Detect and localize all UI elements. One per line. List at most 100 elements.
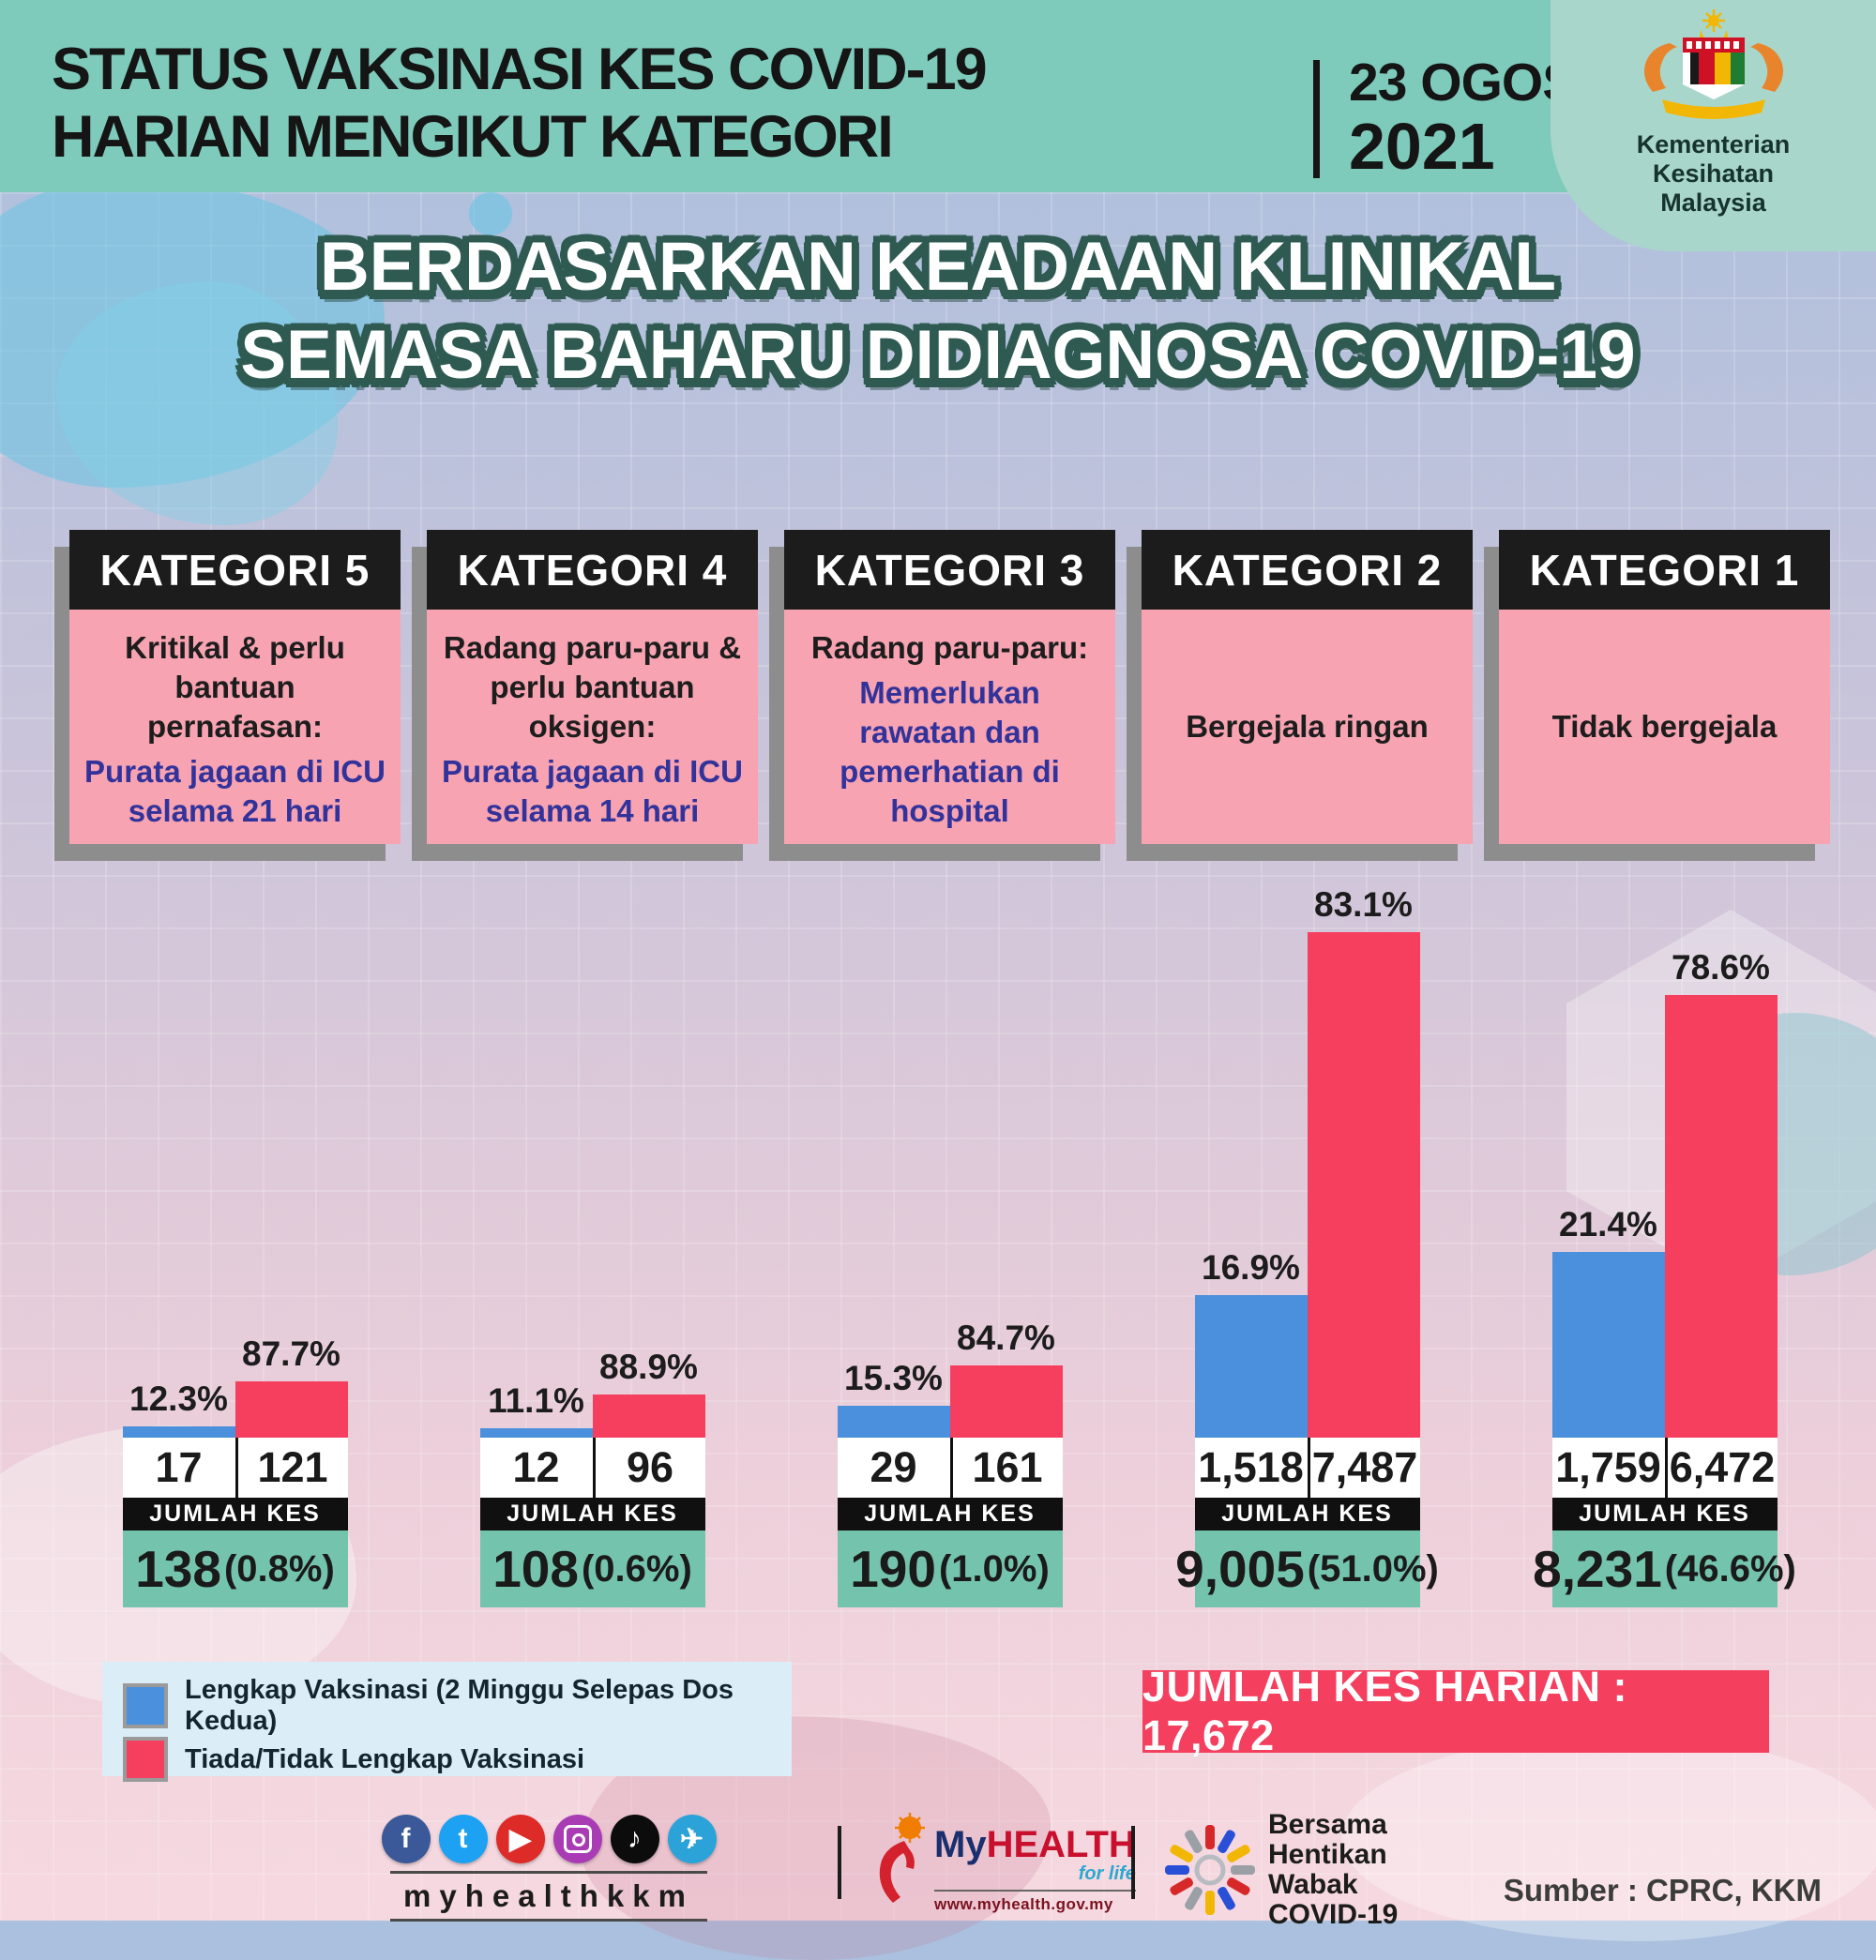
social-handle: myhealthkkm <box>390 1871 707 1922</box>
splash-dot <box>469 192 512 235</box>
count-unvaccinated: 121 <box>234 1438 348 1498</box>
instagram-icon[interactable] <box>552 1815 602 1863</box>
card-kategori-2-desc: Bergejala ringan <box>1186 709 1429 744</box>
bar-unvaccinated <box>592 1395 705 1438</box>
jumlah-kes-label: JUMLAH KES <box>1194 1498 1420 1530</box>
total-box: 138 (0.8%) <box>122 1530 348 1607</box>
card-kategori-4: KATEGORI 4 Radang paru-paru & perlu bant… <box>427 530 758 844</box>
malaysia-coat-of-arms-icon <box>1643 9 1783 119</box>
splash-dot-2 <box>443 244 465 266</box>
percent-label-unvaccinated: 83.1% <box>1314 885 1413 924</box>
report-date-year: 2021 <box>1349 110 1495 183</box>
card-kategori-1-desc: Tidak bergejala <box>1551 709 1778 744</box>
myhealth-name-part2: HEALTH <box>986 1824 1136 1865</box>
daily-total-banner: JUMLAH KES HARIAN : 17,672 <box>1142 1663 1769 1759</box>
card-kategori-4-note: Purata jagaan di ICU selama 14 hari <box>442 754 743 828</box>
card-kategori-5-title: KATEGORI 5 <box>69 530 401 610</box>
count-unvaccinated: 161 <box>949 1438 1063 1498</box>
report-date: 23 OGOS 2021 <box>1349 53 1578 183</box>
card-kategori-4-desc: Radang paru-paru & perlu bantuan oksigen… <box>443 630 742 744</box>
chart-kategori-1: 21.4% 78.6% 1,759 6,472 JUMLAH KES 8,231… <box>1533 884 1796 1607</box>
jumlah-kes-label: JUMLAH KES <box>122 1498 348 1530</box>
chart-kategori-3: 15.3% 84.7% 29 161 JUMLAH KES 190 (1.0%) <box>837 884 1063 1607</box>
ministry-name: Kementerian Kesihatan Malaysia <box>1636 130 1791 217</box>
social-media-group: f t ▶ ♪ ✈ myhealthkkm <box>371 1815 727 1922</box>
count-vaccinated: 29 <box>870 1443 917 1491</box>
myhealth-name-part1: My <box>934 1824 987 1865</box>
footer-divider <box>1131 1826 1135 1899</box>
card-kategori-5: KATEGORI 5 Kritikal & perlu bantuan pern… <box>69 530 401 844</box>
tiktok-icon[interactable]: ♪ <box>610 1815 659 1863</box>
title-date-divider <box>1313 60 1320 178</box>
card-kategori-3-note: Memerlukan rawatan dan pemerhatian di ho… <box>840 675 1060 828</box>
subtitle-line2: SEMASA BAHARU DIDIAGNOSA COVID-19 <box>240 317 1636 393</box>
jumlah-kes-label: JUMLAH KES <box>479 1498 705 1530</box>
legend-swatch-red <box>123 1737 168 1782</box>
subtitle: BERDASARKAN KEADAAN KLINIKAL SEMASA BAHA… <box>0 223 1876 400</box>
youtube-icon[interactable]: ▶ <box>495 1815 545 1863</box>
myhealth-figure-icon <box>879 1813 925 1903</box>
bar-unvaccinated <box>1664 995 1778 1438</box>
bar-vaccinated <box>122 1426 235 1438</box>
total-box: 190 (1.0%) <box>837 1530 1063 1607</box>
bar-vaccinated <box>479 1428 593 1438</box>
telegram-icon[interactable]: ✈ <box>667 1815 717 1863</box>
card-kategori-4-title: KATEGORI 4 <box>427 530 758 610</box>
campaign-logo-group: Bersama Hentikan Wabak COVID-19 <box>1161 1810 1398 1930</box>
legend-item-vaccinated: Lengkap Vaksinasi (2 Minggu Selepas Dos … <box>123 1675 771 1737</box>
watercolor-splash-top-left-2 <box>56 281 338 525</box>
percent-label-vaccinated: 16.9% <box>1202 1248 1300 1287</box>
footer-divider <box>838 1826 841 1899</box>
footer: f t ▶ ♪ ✈ myhealthkkm MyHEALTH for life … <box>0 1805 1876 1930</box>
total-box: 108 (0.6%) <box>479 1530 705 1607</box>
page-title-line2: HARIAN MENGIKUT KATEGORI <box>52 104 894 170</box>
legend-item-unvaccinated: Tiada/Tidak Lengkap Vaksinasi <box>123 1737 771 1782</box>
percent-label-unvaccinated: 84.7% <box>957 1319 1055 1357</box>
card-kategori-3-desc: Radang paru-paru: <box>810 630 1089 665</box>
percent-label-vaccinated: 12.3% <box>129 1380 228 1418</box>
charts-row: 12.3% 87.7% 17 121 JUMLAH KES 138 (0.8%) … <box>69 884 1830 1607</box>
campaign-text: Bersama Hentikan Wabak COVID-19 <box>1268 1809 1399 1930</box>
percent-label-vaccinated: 11.1% <box>488 1381 584 1420</box>
myhealth-url: www.myhealth.gov.my <box>934 1895 1113 1913</box>
campaign-starburst-icon <box>1165 1825 1255 1915</box>
myhealth-logo: MyHEALTH for life www.myhealth.gov.my <box>872 1813 1136 1914</box>
count-vaccinated: 17 <box>155 1443 203 1491</box>
bar-vaccinated <box>837 1406 950 1438</box>
page-title: STATUS VAKSINASI KES COVID-19 HARIAN MEN… <box>52 36 988 171</box>
twitter-icon[interactable]: t <box>438 1815 488 1863</box>
background-grid <box>0 192 1876 1921</box>
report-date-day-month: 23 OGOS <box>1349 53 1578 113</box>
card-kategori-1-title: KATEGORI 1 <box>1499 530 1830 610</box>
bar-unvaccinated <box>1307 932 1420 1438</box>
chart-kategori-5: 12.3% 87.7% 17 121 JUMLAH KES 138 (0.8%) <box>122 884 348 1607</box>
card-kategori-5-desc: Kritikal & perlu bantuan pernafasan: <box>125 630 345 744</box>
bar-vaccinated <box>1551 1252 1665 1438</box>
facebook-icon[interactable]: f <box>381 1815 431 1863</box>
legend-label: Lengkap Vaksinasi (2 Minggu Selepas Dos … <box>185 1675 734 1736</box>
card-kategori-5-note: Purata jagaan di ICU selama 21 hari <box>84 754 386 828</box>
splash-bottom-right <box>1341 1735 1876 1941</box>
count-vaccinated: 1,518 <box>1198 1443 1304 1491</box>
percent-label-vaccinated: 15.3% <box>844 1359 943 1397</box>
percent-label-unvaccinated: 88.9% <box>599 1348 698 1386</box>
chart-kategori-2: 16.9% 83.1% 1,518 7,487 JUMLAH KES 9,005… <box>1175 884 1439 1607</box>
category-cards-row: KATEGORI 5 Kritikal & perlu bantuan pern… <box>69 530 1830 844</box>
card-kategori-1: KATEGORI 1 Tidak bergejala <box>1499 530 1830 844</box>
bar-unvaccinated <box>949 1365 1063 1438</box>
bar-unvaccinated <box>234 1381 348 1438</box>
page-title-line1: STATUS VAKSINASI KES COVID-19 <box>52 37 988 102</box>
percent-label-unvaccinated: 78.6% <box>1672 948 1770 987</box>
legend: Lengkap Vaksinasi (2 Minggu Selepas Dos … <box>102 1662 792 1782</box>
count-vaccinated: 1,759 <box>1555 1443 1661 1491</box>
card-kategori-3: KATEGORI 3 Radang paru-paru: Memerlukan … <box>784 530 1115 844</box>
myhealth-tagline: for life <box>1078 1863 1136 1884</box>
percent-label-vaccinated: 21.4% <box>1559 1205 1657 1244</box>
bar-vaccinated <box>1194 1295 1308 1438</box>
data-source: Sumber : CPRC, KKM <box>1503 1873 1822 1907</box>
subtitle-line1: BERDASARKAN KEADAAN KLINIKAL <box>319 229 1557 305</box>
count-unvaccinated: 7,487 <box>1307 1438 1420 1498</box>
count-vaccinated: 12 <box>512 1443 560 1491</box>
legend-swatch-blue <box>123 1683 168 1728</box>
chart-kategori-4: 11.1% 88.9% 12 96 JUMLAH KES 108 (0.6%) <box>479 884 705 1607</box>
